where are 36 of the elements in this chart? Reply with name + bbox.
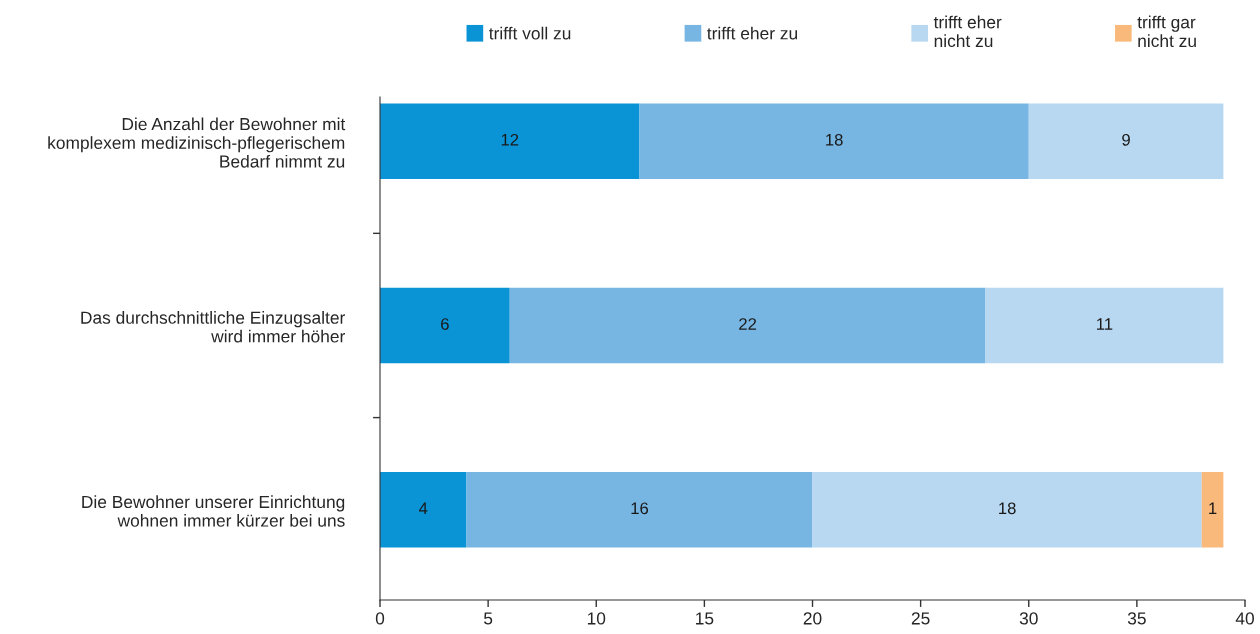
x-tick-label: 5 (483, 612, 493, 625)
data-label: 12 (501, 133, 519, 146)
data-label: 18 (999, 502, 1016, 515)
x-tick-label: 20 (803, 612, 822, 625)
bar (380, 103, 640, 179)
legend-label: trifft eher nicht zu (933, 15, 1002, 48)
x-tick-label: 40 (1235, 612, 1254, 625)
bar (985, 287, 1224, 364)
legend-label: trifft eher zu (707, 26, 798, 40)
data-label: 1 (1209, 502, 1217, 515)
bar (1028, 103, 1224, 179)
x-tick-label: 35 (1127, 612, 1146, 625)
data-label: 18 (826, 133, 843, 146)
y-tick-label: Die Bewohner unserer Einrichtung wohnen immer kürzer bei uns (82, 495, 345, 527)
data-label: 16 (631, 502, 649, 515)
data-label: 11 (1097, 318, 1113, 330)
y-tick-label: Die Anzahl der Bewohner mit komplexem medizinisch-pflegerischem Bedarf nimmt zu (48, 117, 346, 168)
bar (380, 287, 510, 364)
bar (812, 471, 1202, 548)
x-tick-label: 15 (696, 612, 714, 625)
bar (639, 103, 1029, 179)
x-tick-label: 0 (375, 612, 385, 625)
x-tick-label: 25 (911, 612, 930, 625)
bar (380, 471, 467, 548)
bar (509, 287, 986, 364)
data-label: 22 (739, 318, 757, 330)
y-tick-label: Das durchschnittliche Einzugsalter wird immer höher (81, 311, 345, 343)
bar (466, 471, 813, 548)
legend-label: trifft voll zu (489, 26, 571, 40)
data-label: 4 (419, 502, 428, 515)
x-tick-label: 30 (1019, 612, 1038, 625)
bar (1201, 471, 1224, 548)
x-tick-label: 10 (587, 612, 606, 625)
data-label: 9 (1122, 133, 1130, 146)
legend-label: trifft gar nicht zu (1137, 15, 1196, 48)
data-label: 6 (441, 318, 449, 330)
